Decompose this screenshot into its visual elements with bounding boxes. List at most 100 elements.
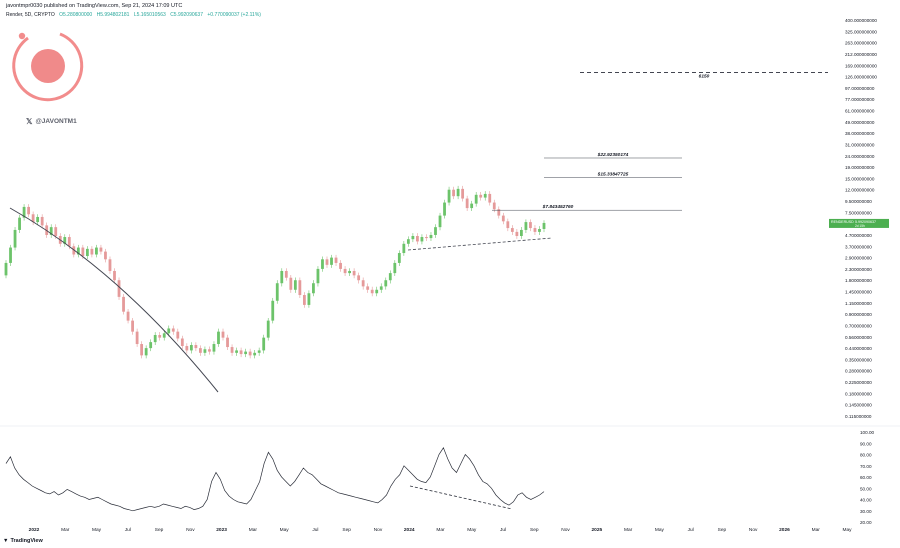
- oscillator-axis[interactable]: 100.00 90.00 80.00 70.00 60.00 50.00 40.00 30.0…: [860, 430, 874, 525]
- price-tick-label: 49.000000000: [845, 120, 875, 125]
- price-tick-label: 3.700000000: [845, 244, 872, 249]
- time-tick-label: Jul: [312, 527, 318, 533]
- time-tick-label: Nov: [374, 527, 383, 533]
- candle-body: [510, 228, 514, 232]
- candle-body: [501, 215, 505, 222]
- candle-body: [194, 345, 198, 349]
- candle-body: [524, 222, 528, 230]
- price-tick-label: 31.000000000: [845, 142, 875, 147]
- candle-body: [67, 237, 71, 247]
- candle-body: [180, 338, 184, 347]
- price-tick-label: 0.700000000: [845, 323, 872, 328]
- candle-body: [384, 280, 388, 287]
- time-tick-label: May: [842, 527, 852, 533]
- time-tick-label: Mar: [249, 527, 258, 533]
- price-tick-label: 77.000000000: [845, 97, 875, 102]
- time-tick-label: Sep: [155, 527, 164, 533]
- candle-body: [334, 257, 338, 263]
- candle-body: [144, 348, 148, 356]
- candle-body: [9, 247, 12, 263]
- candle-body: [99, 247, 103, 252]
- candle-body: [230, 347, 234, 353]
- candle-body: [90, 248, 94, 255]
- price-tick-label: 263.000000000: [845, 41, 877, 46]
- support-dashed-line: [407, 237, 553, 251]
- price-tick-label: 325.000000000: [845, 29, 877, 34]
- candle-body: [352, 270, 356, 276]
- candle-body: [158, 335, 162, 338]
- price-tick-label: 126.000000000: [845, 75, 877, 80]
- candle-body: [483, 193, 487, 198]
- candle-body: [293, 280, 297, 290]
- price-tick-label: 15.000000000: [845, 176, 875, 181]
- time-tick-label: Mar: [436, 527, 445, 533]
- price-tick-label: 1.150000000: [845, 301, 872, 306]
- candle-body: [470, 203, 474, 209]
- price-tick-label: 169.000000000: [845, 63, 877, 68]
- price-level-label: $15.33847725: [597, 171, 629, 177]
- price-axis[interactable]: 400.000000000 325.000000000 263.000000000 2…: [829, 18, 889, 419]
- candle-body: [393, 262, 397, 274]
- time-tick-label: 2023: [216, 527, 227, 533]
- time-tick-label: May: [280, 527, 290, 533]
- publisher-line: javontmpr0030 published on TradingView.c…: [6, 3, 183, 9]
- tv-icon: ▼: [3, 538, 9, 544]
- candle-body: [244, 351, 248, 355]
- candle-body: [54, 227, 58, 236]
- candle-body: [411, 235, 415, 240]
- time-tick-label: 2026: [779, 527, 790, 533]
- price-tick-label: 0.280000000: [845, 369, 872, 374]
- candle-body: [529, 222, 532, 229]
- candle-body: [49, 227, 53, 235]
- candle-body: [425, 237, 428, 239]
- candle-body: [176, 331, 180, 339]
- candle-body: [108, 259, 112, 271]
- candle-body: [343, 268, 347, 274]
- time-tick-label: 2024: [404, 527, 415, 533]
- candle-body: [321, 259, 324, 269]
- candle-body: [117, 280, 121, 297]
- candle-body: [375, 289, 379, 294]
- candle-body: [420, 237, 424, 242]
- time-tick-label: Nov: [749, 527, 758, 533]
- ohlc-legend: Render, 5D, CRYPTO O5.280800000 H5.99480…: [6, 12, 264, 18]
- logo-dot: [18, 32, 26, 40]
- candle-body: [388, 273, 392, 281]
- price-tick-label: 0.440000000: [845, 346, 872, 351]
- price-tick-label: 12.000000000: [845, 188, 875, 193]
- close-value: C5.992090637: [170, 12, 203, 18]
- symbol-label: Render, 5D, CRYPTO: [6, 12, 55, 18]
- candle-body: [162, 333, 166, 338]
- time-tick-label: Sep: [342, 527, 351, 533]
- time-tick-label: Jul: [500, 527, 506, 533]
- candle-body: [113, 270, 116, 281]
- trend-lines: [9, 207, 553, 393]
- last-price-tag: [829, 218, 889, 228]
- candle-body: [366, 286, 370, 290]
- candle-body: [302, 295, 306, 305]
- candle-body: [262, 337, 266, 351]
- tradingview-logo: ▼ TradingView: [3, 538, 43, 544]
- high-value: H5.994802181: [96, 12, 130, 18]
- watermark-handle: 𝕏 @JAVONTM1: [26, 117, 77, 126]
- tv-logo-text: TradingView: [10, 538, 43, 544]
- price-tick-label: 4.700000000: [845, 233, 872, 238]
- candle-body: [416, 235, 419, 242]
- osc-tick-label: 60.00: [860, 475, 872, 480]
- price-tick-label: 400.000000000: [845, 18, 877, 23]
- time-tick-label: Jul: [125, 527, 131, 533]
- price-tick-label: 97.000000000: [845, 86, 875, 91]
- candle-body: [104, 251, 107, 260]
- time-axis[interactable]: 2022 Mar May Jul Sep Nov 2023 Mar May Jul Sep Nov 20…: [29, 527, 852, 533]
- candle-body: [27, 206, 31, 215]
- candle-body: [515, 231, 519, 236]
- osc-tick-label: 30.00: [860, 509, 872, 514]
- candle-body: [208, 349, 211, 352]
- candle-body: [434, 227, 437, 235]
- candle-body: [280, 270, 284, 284]
- oscillator-pane: [0, 425, 900, 512]
- candle-body: [325, 259, 329, 265]
- time-tick-label: Nov: [561, 527, 570, 533]
- price-tick-label: 0.350000000: [845, 357, 872, 362]
